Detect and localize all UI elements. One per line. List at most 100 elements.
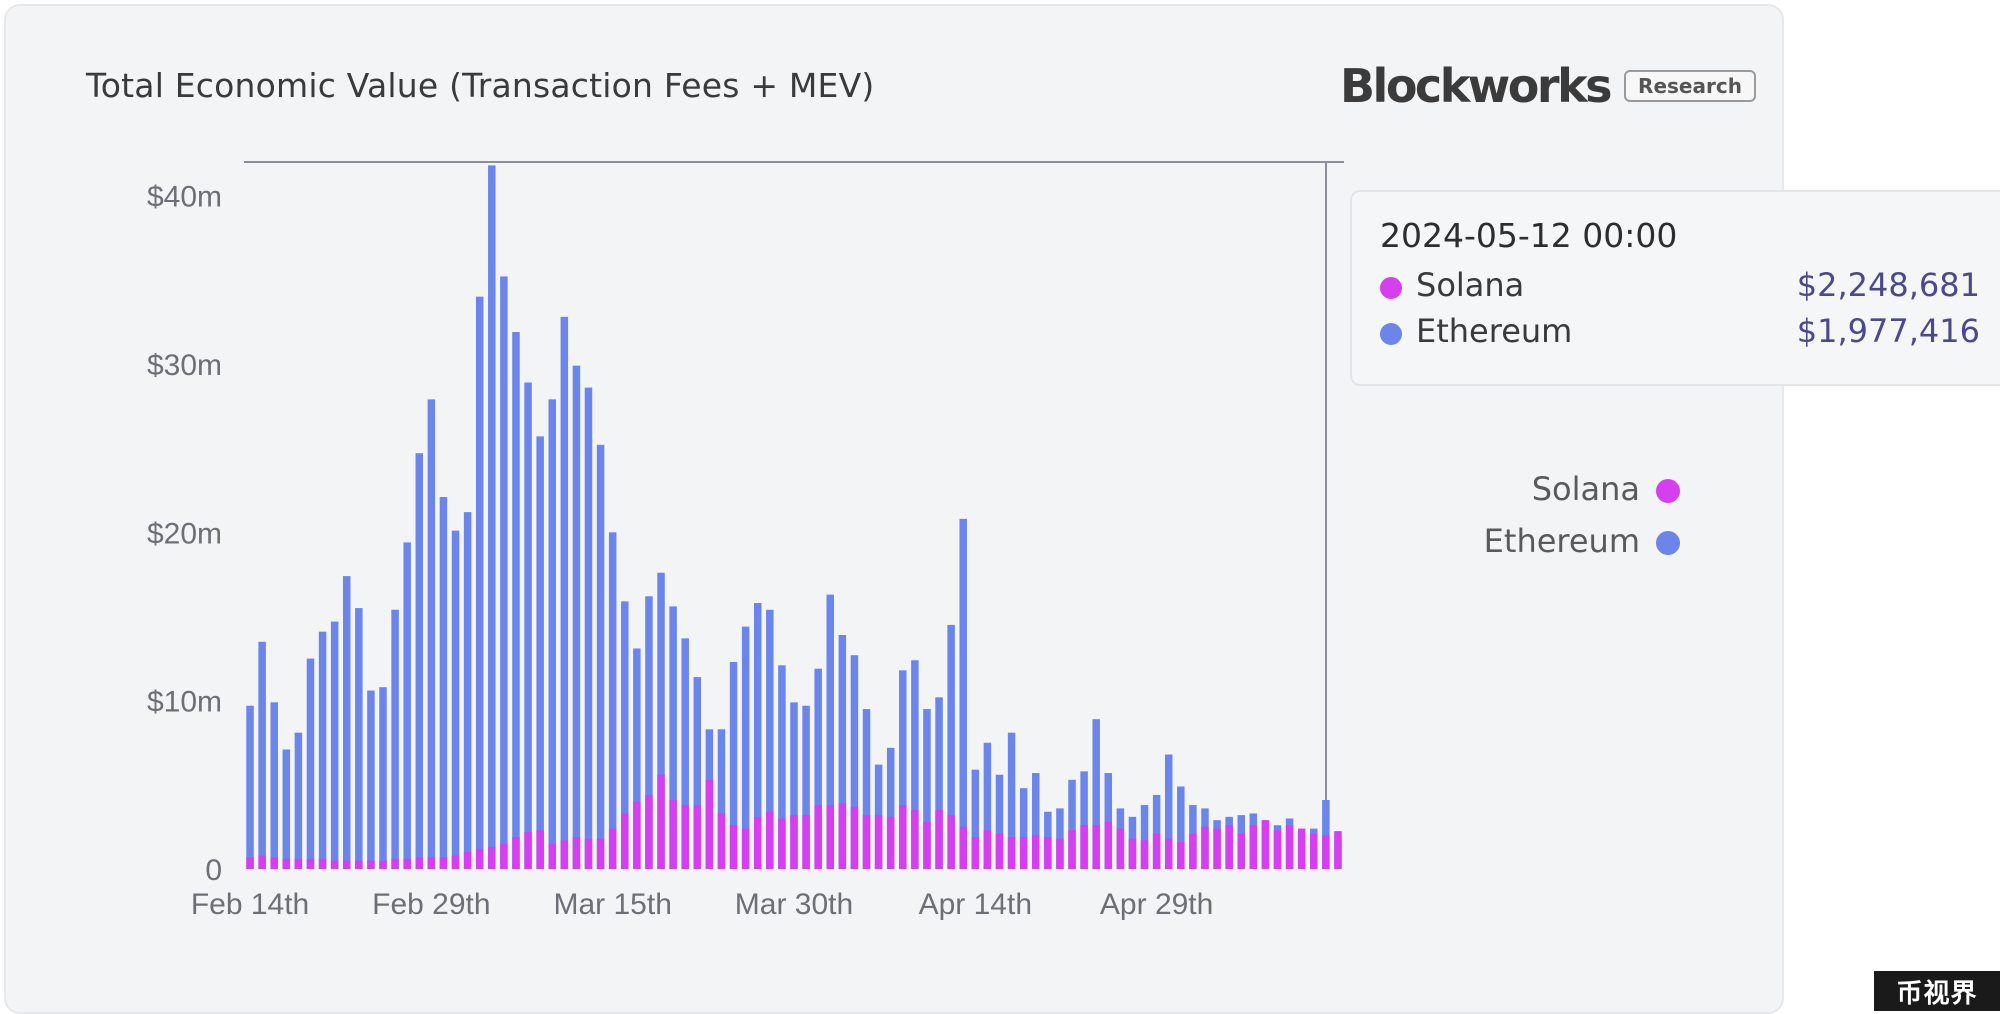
ethereum-bar[interactable] bbox=[427, 399, 436, 869]
ethereum-bar[interactable] bbox=[826, 594, 835, 869]
solana-bar[interactable] bbox=[766, 811, 774, 869]
solana-bar[interactable] bbox=[1032, 835, 1040, 869]
solana-bar[interactable] bbox=[427, 857, 436, 869]
solana-bar[interactable] bbox=[1237, 833, 1245, 869]
ethereum-bar[interactable] bbox=[500, 276, 508, 869]
ethereum-bar[interactable] bbox=[391, 609, 399, 869]
solana-bar[interactable] bbox=[500, 843, 508, 869]
ethereum-bar[interactable] bbox=[947, 624, 955, 869]
ethereum-bar[interactable] bbox=[318, 631, 327, 869]
solana-bar[interactable] bbox=[451, 855, 460, 869]
solana-bar[interactable] bbox=[753, 816, 762, 869]
ethereum-bar[interactable] bbox=[596, 444, 605, 869]
ethereum-bar[interactable] bbox=[959, 518, 967, 869]
solana-bar[interactable] bbox=[1177, 842, 1185, 869]
ethereum-bar[interactable] bbox=[415, 453, 424, 869]
solana-bar[interactable] bbox=[1019, 837, 1028, 869]
ethereum-bar[interactable] bbox=[741, 626, 750, 869]
solana-bar[interactable] bbox=[1164, 838, 1173, 869]
ethereum-bar[interactable] bbox=[753, 603, 762, 869]
solana-bar[interactable] bbox=[862, 815, 871, 869]
ethereum-bar[interactable] bbox=[971, 769, 980, 869]
ethereum-bar[interactable] bbox=[1019, 788, 1028, 869]
solana-bar[interactable] bbox=[657, 774, 665, 869]
ethereum-bar[interactable] bbox=[1092, 719, 1100, 869]
ethereum-bar[interactable] bbox=[911, 660, 919, 869]
solana-bar[interactable] bbox=[512, 837, 520, 869]
ethereum-bar[interactable] bbox=[343, 576, 351, 869]
solana-bar[interactable] bbox=[729, 825, 738, 869]
ethereum-bar[interactable] bbox=[995, 774, 1004, 869]
solana-bar[interactable] bbox=[911, 810, 919, 869]
ethereum-bar[interactable] bbox=[1177, 786, 1185, 869]
ethereum-bar[interactable] bbox=[463, 512, 472, 869]
ethereum-bar[interactable] bbox=[488, 165, 496, 869]
ethereum-bar[interactable] bbox=[657, 572, 665, 869]
solana-bar[interactable] bbox=[270, 857, 278, 869]
solana-bar[interactable] bbox=[1249, 825, 1258, 869]
ethereum-bar[interactable] bbox=[512, 332, 520, 869]
solana-bar[interactable] bbox=[1213, 828, 1221, 869]
solana-bar[interactable] bbox=[403, 858, 411, 869]
solana-bar[interactable] bbox=[971, 837, 980, 869]
solana-bar[interactable] bbox=[959, 826, 967, 869]
ethereum-bar[interactable] bbox=[584, 387, 593, 869]
solana-bar[interactable] bbox=[899, 805, 907, 869]
ethereum-bar[interactable] bbox=[1152, 794, 1161, 869]
solana-bar[interactable] bbox=[886, 816, 895, 869]
ethereum-bar[interactable] bbox=[862, 709, 871, 869]
solana-bar[interactable] bbox=[1273, 830, 1282, 869]
ethereum-bar[interactable] bbox=[572, 365, 581, 869]
ethereum-bar[interactable] bbox=[270, 702, 278, 869]
ethereum-bar[interactable] bbox=[790, 702, 798, 869]
solana-bar[interactable] bbox=[1128, 838, 1137, 869]
solana-bar[interactable] bbox=[1334, 831, 1342, 869]
solana-bar[interactable] bbox=[1310, 833, 1318, 869]
solana-bar[interactable] bbox=[681, 805, 689, 869]
solana-bar[interactable] bbox=[935, 810, 943, 869]
solana-bar[interactable] bbox=[1044, 837, 1052, 869]
ethereum-bar[interactable] bbox=[633, 648, 641, 869]
solana-bar[interactable] bbox=[1080, 825, 1088, 869]
solana-bar[interactable] bbox=[572, 837, 581, 869]
solana-bar[interactable] bbox=[802, 815, 810, 869]
ethereum-bar[interactable] bbox=[379, 687, 387, 869]
ethereum-bar[interactable] bbox=[802, 705, 810, 869]
solana-bar[interactable] bbox=[488, 847, 496, 869]
ethereum-bar[interactable] bbox=[935, 697, 943, 869]
ethereum-bar[interactable] bbox=[475, 296, 484, 870]
solana-bar[interactable] bbox=[475, 848, 484, 869]
ethereum-bar[interactable] bbox=[1164, 754, 1173, 869]
solana-bar[interactable] bbox=[318, 858, 327, 869]
ethereum-bar[interactable] bbox=[608, 532, 617, 869]
solana-bar[interactable] bbox=[1116, 828, 1125, 869]
ethereum-bar[interactable] bbox=[282, 749, 291, 869]
solana-bar[interactable] bbox=[705, 779, 714, 869]
solana-bar[interactable] bbox=[983, 830, 992, 869]
solana-bar[interactable] bbox=[584, 838, 593, 869]
ethereum-bar[interactable] bbox=[729, 661, 738, 869]
ethereum-bar[interactable] bbox=[983, 742, 992, 869]
ethereum-bar[interactable] bbox=[330, 621, 339, 869]
ethereum-bar[interactable] bbox=[850, 655, 859, 869]
ethereum-bar[interactable] bbox=[246, 705, 254, 869]
ethereum-bar[interactable] bbox=[1068, 779, 1076, 869]
ethereum-bar[interactable] bbox=[838, 635, 847, 869]
solana-bar[interactable] bbox=[790, 815, 798, 869]
solana-bar[interactable] bbox=[524, 831, 532, 869]
solana-bar[interactable] bbox=[814, 805, 822, 869]
ethereum-bar[interactable] bbox=[1140, 805, 1149, 869]
ethereum-bar[interactable] bbox=[766, 609, 774, 869]
solana-bar[interactable] bbox=[1068, 830, 1076, 869]
solana-bar[interactable] bbox=[717, 813, 726, 869]
solana-bar[interactable] bbox=[1285, 825, 1294, 869]
solana-bar[interactable] bbox=[838, 803, 847, 869]
ethereum-bar[interactable] bbox=[1080, 771, 1088, 869]
solana-bar[interactable] bbox=[995, 833, 1004, 869]
ethereum-bar[interactable] bbox=[681, 638, 689, 869]
ethereum-bar[interactable] bbox=[1322, 799, 1330, 869]
ethereum-bar[interactable] bbox=[621, 601, 629, 869]
solana-bar[interactable] bbox=[246, 857, 254, 869]
solana-bar[interactable] bbox=[621, 813, 629, 869]
solana-bar[interactable] bbox=[1297, 828, 1306, 869]
